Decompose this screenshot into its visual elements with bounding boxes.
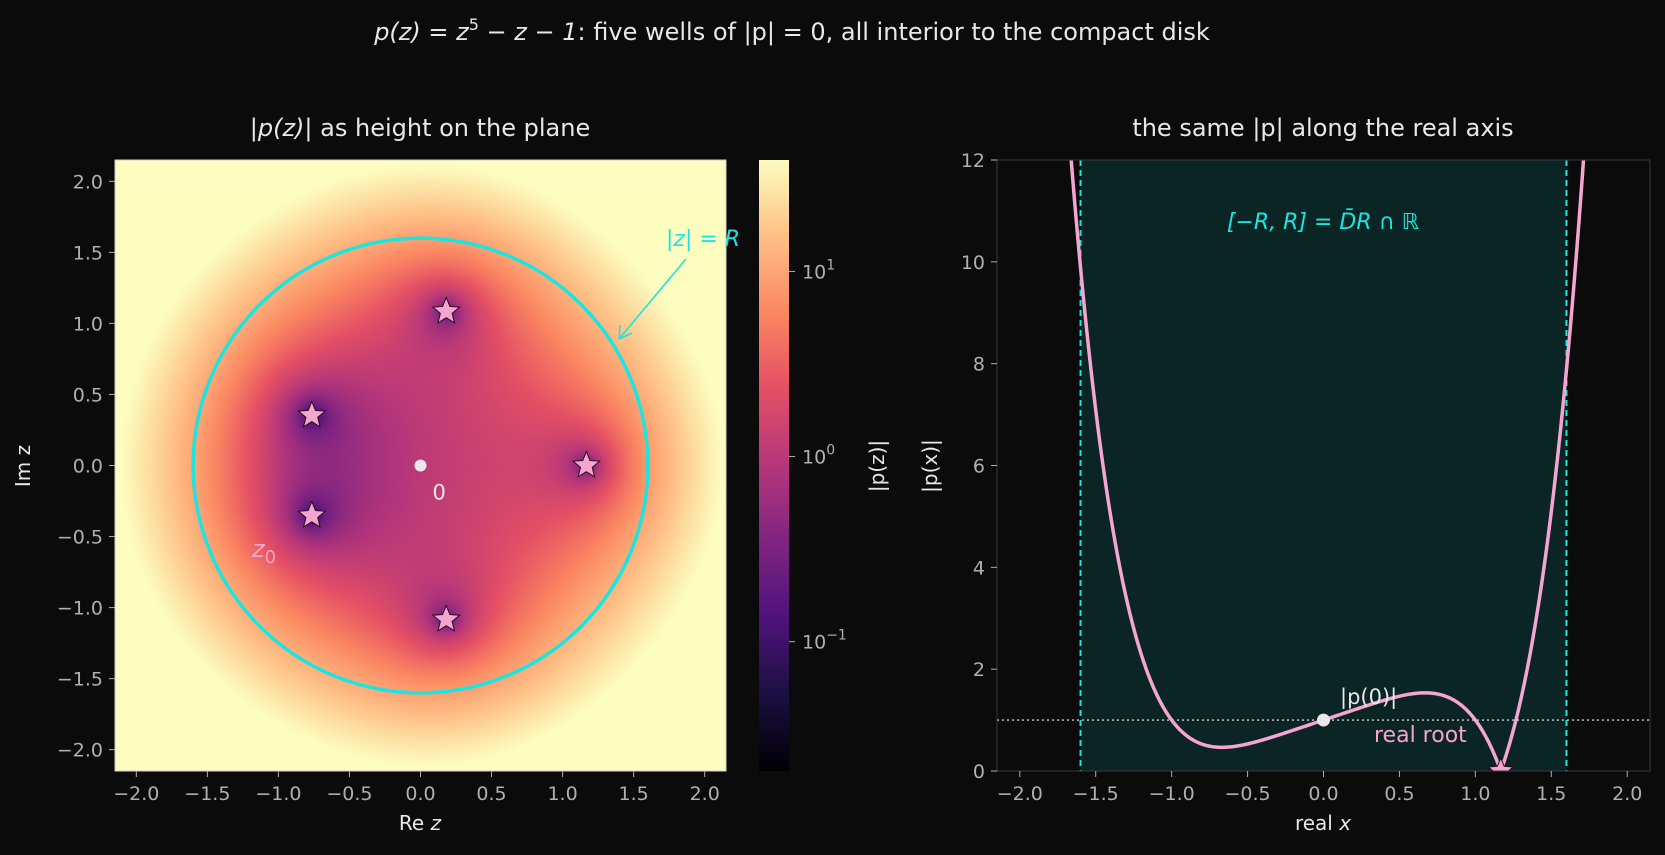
x-tick-label: −0.5	[1224, 783, 1270, 805]
x-tick-label: 1.0	[547, 783, 577, 805]
colorbar: 10−1 100 101 |p(z)|	[759, 160, 889, 771]
y-tick-label: 0	[973, 761, 985, 783]
disk-boundary-circle	[191, 236, 650, 695]
y-tick-label: 12	[961, 150, 985, 172]
root-star-marker	[431, 296, 461, 324]
x-tick-label: 0.0	[405, 783, 435, 805]
y-tick-label: 6	[973, 456, 985, 478]
colorbar-tick-label: 101	[802, 257, 835, 283]
y-tick-label: 1.0	[73, 313, 103, 335]
line-x-axis-label: real x	[1295, 811, 1351, 835]
y-tick-label: 1.5	[73, 242, 103, 264]
circle-label: |z| = R	[666, 227, 740, 252]
x-tick-label: 1.0	[1460, 783, 1490, 805]
y-tick-label: −1.5	[57, 669, 103, 691]
x-tick-label: 0.0	[1308, 783, 1338, 805]
root-star-marker	[297, 500, 327, 528]
root-star-marker	[571, 450, 601, 478]
x-tick-label: −2.0	[997, 783, 1043, 805]
x-tick-label: 1.5	[1536, 783, 1566, 805]
x-tick-label: 0.5	[1384, 783, 1414, 805]
x-tick-label: 2.0	[1612, 783, 1642, 805]
x-tick-label: 2.0	[690, 783, 720, 805]
y-tick-label: 0.5	[73, 384, 103, 406]
line-panel: the same |p| along the real axis −2.0 −1.…	[918, 114, 1651, 835]
colorbar-tick-label: 100	[802, 443, 835, 469]
y-tick-label: −1.0	[57, 598, 103, 620]
x-tick-label: 1.5	[619, 783, 649, 805]
figure-suptitle: p(z) = z5 − z − 1: five wells of |p| = 0…	[373, 15, 1210, 46]
disk-interval-band	[1080, 160, 1567, 771]
x-tick-label: −1.0	[255, 783, 301, 805]
x-tick-label: −0.5	[326, 783, 372, 805]
y-tick-label: 0.0	[73, 456, 103, 478]
circle-label-arrowhead	[618, 324, 633, 340]
p0-label: |p(0)|	[1340, 685, 1397, 710]
x-tick-label: 0.5	[476, 783, 506, 805]
band-label: [−R, R] = D̄R ∩ ℝ	[1227, 209, 1419, 235]
colorbar-gradient	[759, 160, 789, 771]
z0-label: z0	[251, 535, 276, 568]
p0-point	[1317, 713, 1330, 727]
x-tick-label: −2.0	[113, 783, 159, 805]
real-root-label: real root	[1374, 723, 1467, 748]
heatmap-panel: |p(z)| as height on the plane −2.0 −1.5 −1…	[11, 114, 740, 835]
line-y-axis-label: |p(x)|	[918, 439, 942, 493]
x-tick-label: −1.5	[184, 783, 230, 805]
root-star-marker	[431, 604, 461, 632]
y-tick-label: 2	[973, 659, 985, 681]
heatmap-y-axis-label: Im z	[11, 445, 35, 487]
line-title: the same |p| along the real axis	[1132, 114, 1513, 142]
colorbar-tick-label: 10−1	[802, 628, 847, 654]
circle-label-arrow	[618, 258, 687, 340]
x-tick-label: −1.0	[1149, 783, 1195, 805]
heatmap-title: |p(z)| as height on the plane	[250, 114, 590, 142]
real-root-marker	[1487, 756, 1515, 771]
heatmap-x-axis-label: Re z	[399, 811, 442, 835]
y-tick-label: 10	[961, 252, 985, 274]
y-tick-label: 8	[973, 354, 985, 376]
x-tick-label: −1.5	[1073, 783, 1119, 805]
origin-label: 0	[433, 481, 446, 505]
root-star-marker	[297, 400, 327, 428]
origin-point	[414, 459, 427, 472]
colorbar-label: |p(z)|	[865, 440, 889, 492]
y-tick-label: 4	[973, 557, 985, 579]
y-tick-label: −0.5	[57, 527, 103, 549]
y-tick-label: 2.0	[73, 171, 103, 193]
y-tick-label: −2.0	[57, 740, 103, 762]
